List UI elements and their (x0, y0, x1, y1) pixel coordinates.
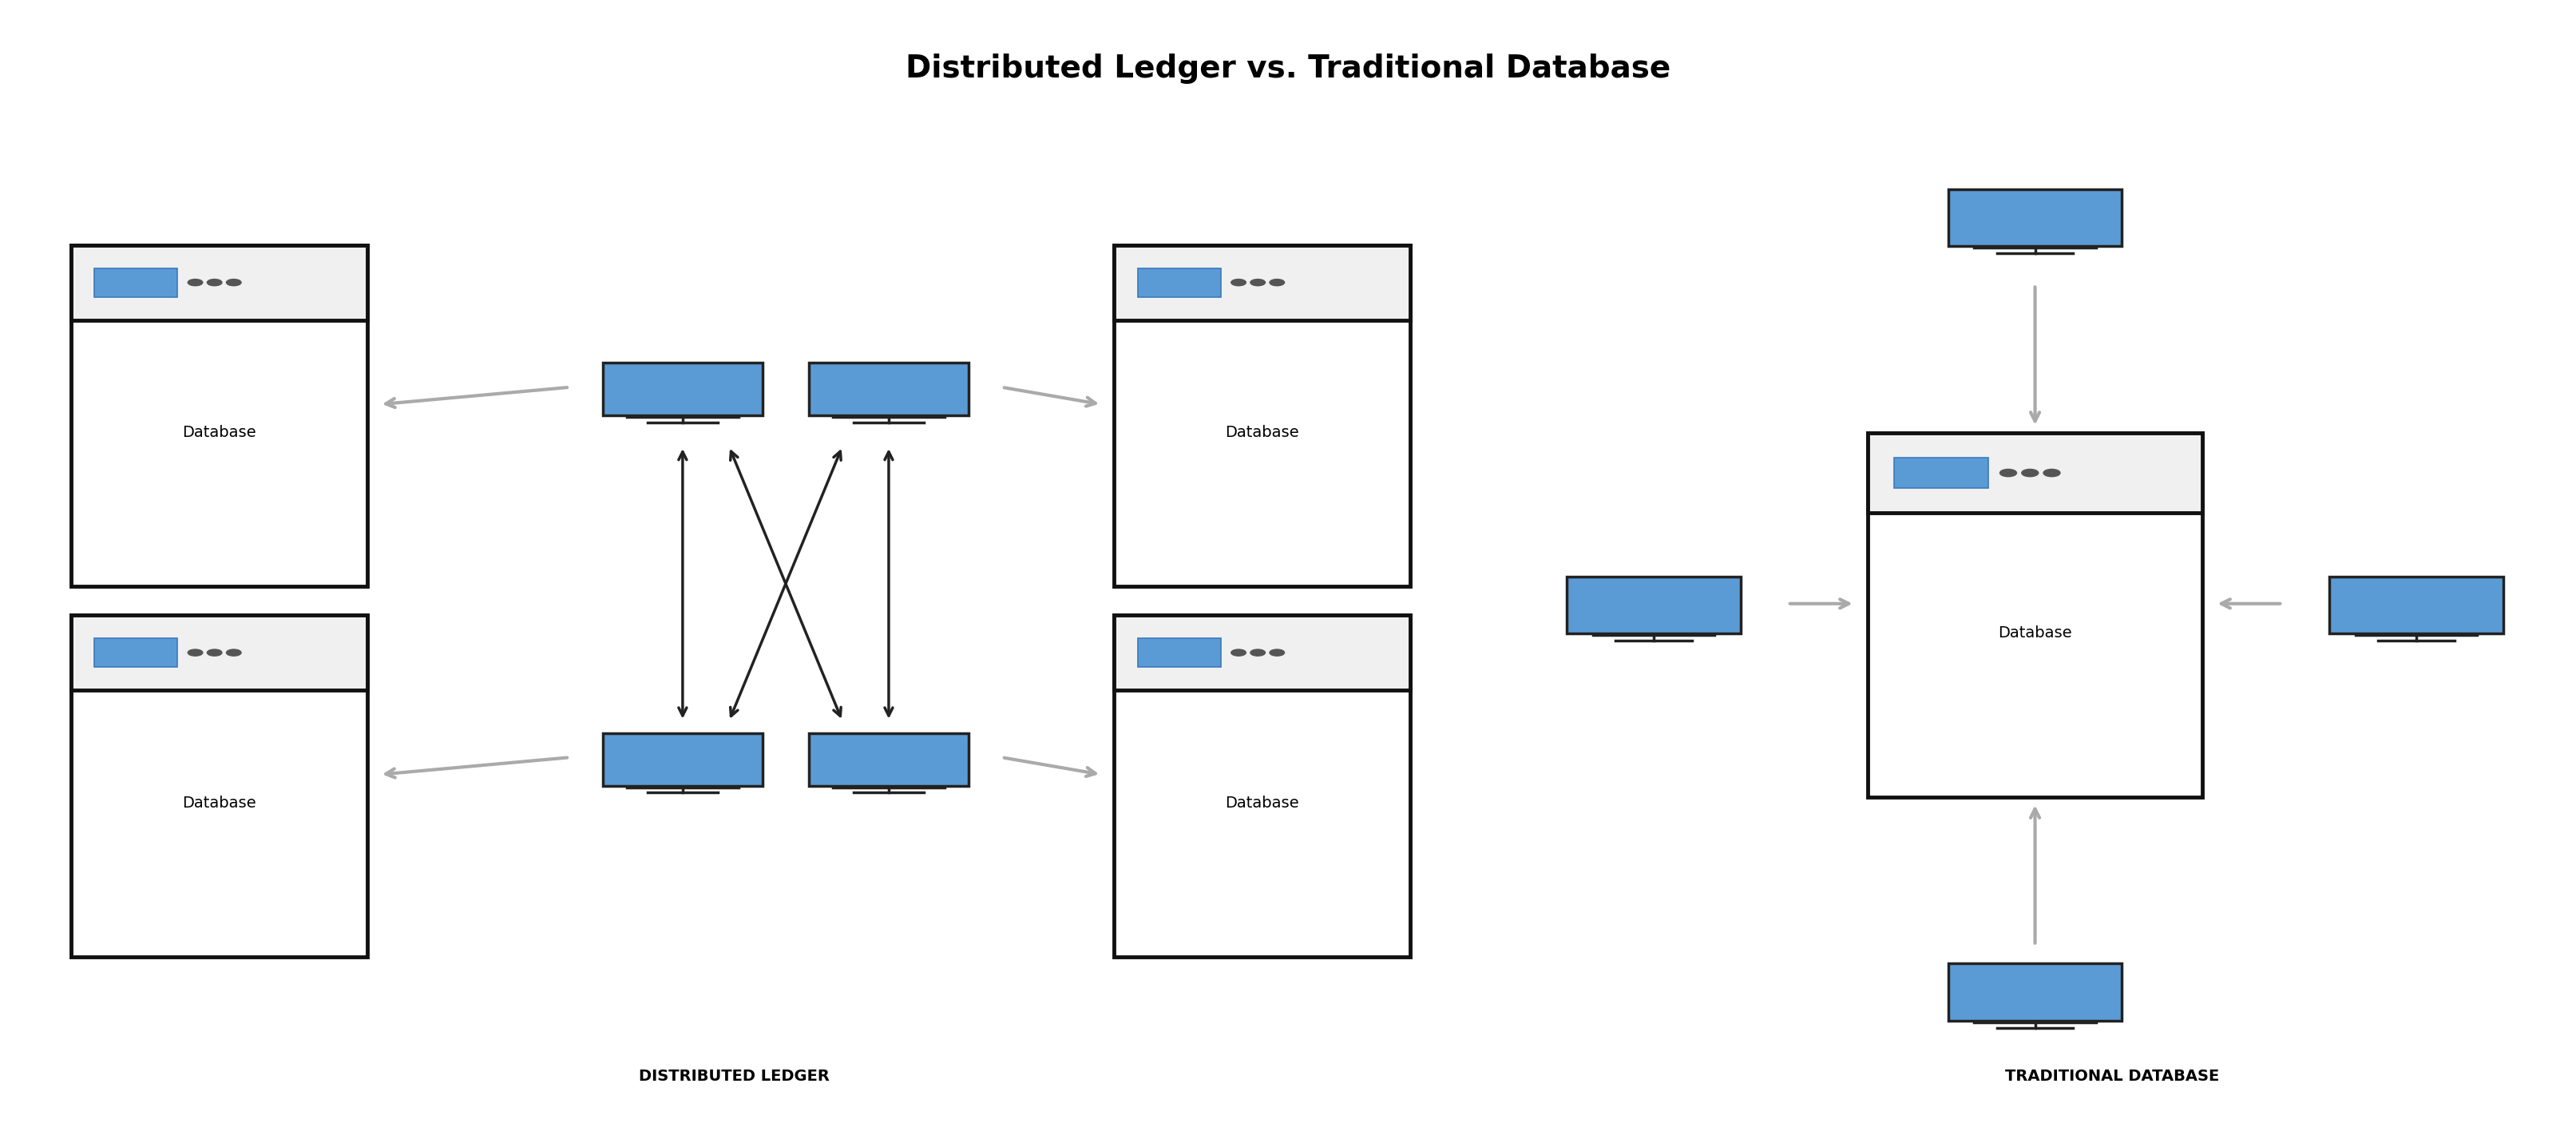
Text: Distributed Ledger vs. Traditional Database: Distributed Ledger vs. Traditional Datab… (904, 54, 1672, 83)
FancyBboxPatch shape (809, 734, 969, 786)
Text: DISTRIBUTED LEDGER: DISTRIBUTED LEDGER (639, 1068, 829, 1084)
Circle shape (1231, 279, 1247, 286)
Circle shape (227, 649, 242, 656)
FancyBboxPatch shape (1566, 576, 1741, 633)
Bar (95, 268, 178, 297)
FancyBboxPatch shape (72, 615, 368, 690)
Text: Database: Database (1999, 625, 2071, 641)
FancyBboxPatch shape (72, 245, 368, 587)
FancyBboxPatch shape (1868, 433, 2202, 513)
Text: TRADITIONAL DATABASE: TRADITIONAL DATABASE (2004, 1068, 2221, 1084)
Bar (1139, 638, 1221, 667)
Text: Database: Database (183, 795, 255, 811)
Circle shape (1249, 279, 1265, 286)
Text: Database: Database (1226, 795, 1298, 811)
Bar (1893, 458, 1989, 489)
FancyBboxPatch shape (603, 734, 762, 786)
Text: Database: Database (183, 425, 255, 441)
Circle shape (1231, 649, 1247, 656)
FancyBboxPatch shape (1113, 245, 1412, 587)
Circle shape (1270, 279, 1285, 286)
FancyBboxPatch shape (2329, 576, 2504, 633)
Bar (95, 638, 178, 667)
Circle shape (206, 649, 222, 656)
Text: Database: Database (1226, 425, 1298, 441)
FancyBboxPatch shape (72, 615, 368, 957)
Circle shape (188, 649, 204, 656)
Circle shape (1249, 649, 1265, 656)
FancyBboxPatch shape (603, 363, 762, 416)
FancyBboxPatch shape (1113, 245, 1412, 320)
Circle shape (188, 279, 204, 286)
FancyBboxPatch shape (1113, 615, 1412, 957)
Bar (1139, 268, 1221, 297)
FancyBboxPatch shape (1113, 615, 1412, 690)
Circle shape (1270, 649, 1285, 656)
Circle shape (1999, 469, 2017, 476)
FancyBboxPatch shape (1947, 964, 2123, 1021)
Circle shape (2022, 469, 2038, 476)
Circle shape (2043, 469, 2061, 476)
FancyBboxPatch shape (1947, 189, 2123, 246)
FancyBboxPatch shape (809, 363, 969, 416)
FancyBboxPatch shape (1868, 433, 2202, 797)
Circle shape (206, 279, 222, 286)
FancyBboxPatch shape (72, 245, 368, 320)
Circle shape (227, 279, 242, 286)
